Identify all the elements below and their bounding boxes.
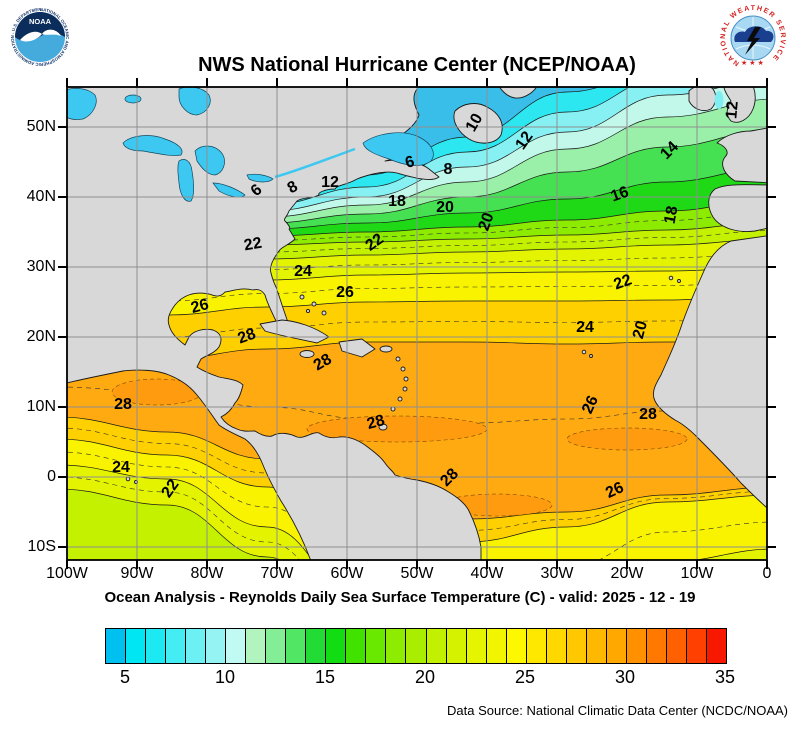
contour-label: 26	[336, 284, 354, 301]
nws-logo: NATIONAL WEATHER SERVICE ★ ★ ★	[719, 4, 787, 72]
colorbar-segment	[405, 629, 426, 663]
x-axis-label: 50W	[400, 565, 434, 582]
colorbar-segment	[425, 629, 446, 663]
contour-label: 28	[639, 406, 657, 423]
contour-label: 28	[114, 396, 132, 413]
x-axis-label: 0	[762, 565, 772, 582]
colorbar-tick-label: 5	[119, 667, 131, 687]
y-axis-label: 10S	[27, 538, 56, 555]
axis-ticks	[58, 78, 776, 569]
y-axis-label: 20N	[26, 328, 56, 345]
y-axis-label: 30N	[26, 258, 56, 275]
x-axis-label: 10W	[680, 565, 714, 582]
colorbar-segment	[565, 629, 586, 663]
colorbar-tick-label: 30	[614, 667, 636, 687]
colorbar-segment	[545, 629, 566, 663]
colorbar-segment	[685, 629, 706, 663]
colorbar-segment	[465, 629, 486, 663]
colorbar-segment	[305, 629, 326, 663]
colorbar-segment	[265, 629, 286, 663]
noaa-logo: NATIONAL OCEANIC AND ATMOSPHERIC ADMINIS…	[8, 5, 71, 68]
map-area: 6 8 8 6 12 10 12 14 12 16 18 18 20 20 22 22 22 24 26 26 24 20…	[58, 78, 776, 569]
colorbar-segment	[505, 629, 526, 663]
colorbar-segment	[625, 629, 646, 663]
contour-label: 12	[723, 100, 742, 120]
colorbar-segment	[205, 629, 226, 663]
inland-waters	[67, 87, 724, 202]
page-title: NWS National Hurricane Center (NCEP/NOAA…	[198, 54, 636, 76]
contour-label: 18	[661, 204, 682, 226]
colorbar	[105, 628, 727, 664]
y-axis-label: 40N	[26, 188, 56, 205]
colorbar-segment	[245, 629, 266, 663]
colorbar-segment	[325, 629, 346, 663]
contour-label: 24	[112, 459, 130, 476]
noaa-center-text: NOAA	[29, 17, 52, 26]
colorbar-segment	[125, 629, 146, 663]
sst-map	[58, 78, 776, 569]
x-axis-label: 70W	[260, 565, 294, 582]
nws-stars: ★ ★ ★	[741, 59, 764, 67]
colorbar-segment	[106, 629, 126, 663]
colorbar-segment	[285, 629, 306, 663]
contour-label: 22	[242, 234, 264, 255]
colorbar-segment	[345, 629, 366, 663]
colorbar-segment	[585, 629, 606, 663]
graticule	[67, 87, 767, 560]
colorbar-segment	[665, 629, 686, 663]
x-axis-label: 100W	[46, 565, 88, 582]
caption: Ocean Analysis - Reynolds Daily Sea Surf…	[104, 589, 696, 606]
x-axis-label: 90W	[120, 565, 154, 582]
warm-patches	[111, 378, 688, 517]
colorbar-segment	[385, 629, 406, 663]
x-axis-label: 60W	[330, 565, 364, 582]
y-axis-label: 50N	[26, 118, 56, 135]
colorbar-segment	[165, 629, 186, 663]
colorbar-segment	[185, 629, 206, 663]
colorbar-segment	[225, 629, 246, 663]
colorbar-segment	[605, 629, 626, 663]
colorbar-segment	[145, 629, 166, 663]
contour-label: 24	[576, 319, 594, 336]
colorbar-tick-label: 10	[214, 667, 236, 687]
data-source-note: Data Source: National Climatic Data Cent…	[447, 703, 788, 718]
contour-label: 8	[443, 161, 453, 178]
colorbar-segment	[525, 629, 546, 663]
x-axis-label: 20W	[610, 565, 644, 582]
land-masses	[67, 87, 767, 560]
colorbar-tick-label: 20	[414, 667, 436, 687]
x-axis-label: 40W	[470, 565, 504, 582]
colorbar-tick-label: 25	[514, 667, 536, 687]
y-axis-label: 0	[47, 468, 56, 485]
colorbar-tick-label: 15	[314, 667, 336, 687]
y-axis-label: 10N	[26, 398, 56, 415]
colorbar-tick-label: 35	[714, 667, 736, 687]
colorbar-segment	[445, 629, 466, 663]
contour-label: 18	[388, 193, 406, 210]
contour-label: 20	[436, 199, 454, 216]
colorbar-segment	[365, 629, 386, 663]
x-axis-label: 80W	[190, 565, 224, 582]
contour-label: 24	[294, 263, 312, 280]
contour-label: 12	[321, 174, 339, 191]
colorbar-segment	[705, 629, 726, 663]
colorbar-segment	[645, 629, 666, 663]
colorbar-segment	[485, 629, 506, 663]
x-axis-label: 30W	[540, 565, 574, 582]
